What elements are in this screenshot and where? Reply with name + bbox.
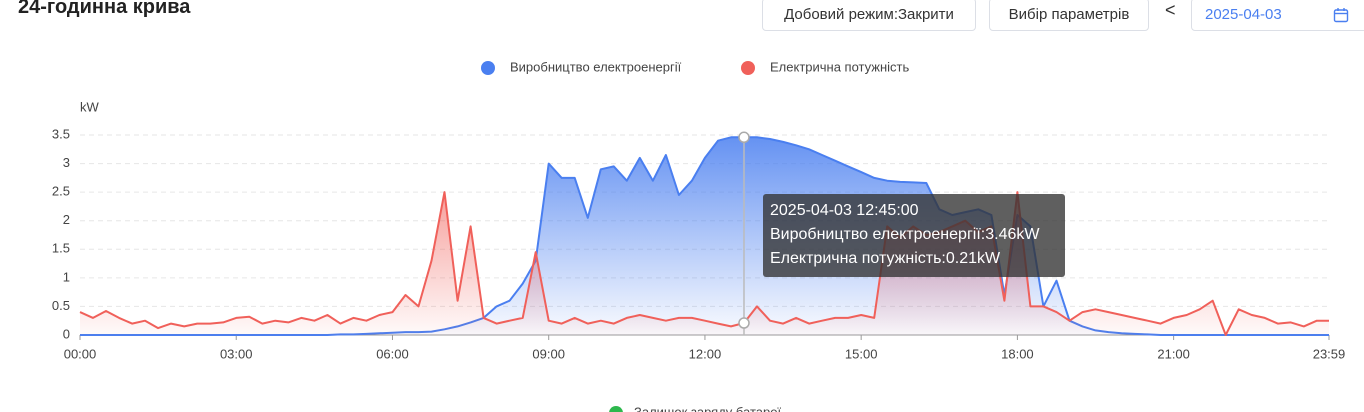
x-tick-label: 23:59 bbox=[1313, 346, 1346, 361]
mode-button[interactable]: Добовий режим:Закрити bbox=[762, 0, 976, 31]
x-tick-label: 03:00 bbox=[220, 346, 253, 361]
page-title: 24-годинна крива bbox=[18, 0, 191, 18]
area bbox=[80, 137, 1329, 335]
x-tick-label: 18:00 bbox=[1001, 346, 1034, 361]
y-tick-label: 0.5 bbox=[52, 298, 70, 313]
y-unit: kW bbox=[80, 99, 100, 114]
x-tick-label: 06:00 bbox=[376, 346, 409, 361]
calendar-icon bbox=[1333, 8, 1349, 23]
hover-point bbox=[738, 131, 750, 144]
tooltip-line: Електрична потужність:0.21kW bbox=[770, 250, 1001, 267]
x-tick-label: 09:00 bbox=[532, 346, 565, 361]
area bbox=[80, 192, 1329, 335]
tooltip-line: Виробництво електроенергії:3.46kW bbox=[770, 226, 1040, 243]
y-tick-label: 3.5 bbox=[52, 126, 70, 141]
params-button[interactable]: Вибір параметрів bbox=[989, 0, 1149, 31]
y-tick-label: 1 bbox=[63, 269, 70, 284]
line bbox=[80, 136, 1329, 336]
y-tick-label: 1.5 bbox=[52, 241, 70, 256]
date-input[interactable]: 2025-04-03 bbox=[1191, 0, 1364, 31]
legend-marker bbox=[609, 406, 623, 412]
x-tick-label: 15:00 bbox=[845, 346, 878, 361]
legend-label: Виробництво електроенергії bbox=[510, 59, 682, 74]
legend-marker bbox=[481, 61, 495, 75]
legend-marker bbox=[741, 61, 755, 75]
tooltip-title: 2025-04-03 12:45:00 bbox=[770, 202, 919, 219]
tooltip-box bbox=[763, 194, 1065, 277]
legend-label: Залишок заряду батареї bbox=[634, 404, 781, 412]
legend-label: Електрична потужність bbox=[770, 59, 910, 74]
x-tick-label: 21:00 bbox=[1157, 346, 1190, 361]
line bbox=[79, 191, 1329, 336]
x-tick-label: 00:00 bbox=[64, 346, 97, 361]
hover-point bbox=[738, 317, 750, 329]
date-text: 2025-04-03 bbox=[1205, 6, 1282, 23]
y-tick-label: 0 bbox=[63, 326, 70, 341]
prev-button[interactable]: < bbox=[1165, 0, 1176, 20]
y-tick-label: 3 bbox=[63, 155, 70, 170]
x-tick-label: 12:00 bbox=[689, 346, 722, 361]
y-tick-label: 2 bbox=[63, 212, 70, 227]
y-tick-label: 2.5 bbox=[52, 184, 70, 199]
